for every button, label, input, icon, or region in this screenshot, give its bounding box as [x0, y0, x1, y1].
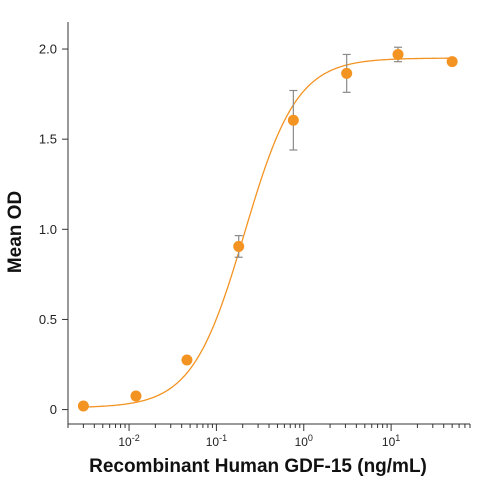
- x-tick-label-3: 101: [382, 433, 400, 449]
- data-point-6: [392, 48, 404, 60]
- fit-curve: [83, 57, 453, 408]
- x-tick-label-0: 10-2: [118, 433, 139, 449]
- x-tick-label-2: 100: [295, 433, 313, 449]
- data-point-2: [181, 354, 193, 366]
- data-point-5: [341, 67, 353, 79]
- data-point-4: [287, 114, 299, 126]
- data-point-7: [446, 56, 458, 68]
- x-axis-title: Recombinant Human GDF-15 (ng/mL): [89, 456, 427, 477]
- y-tick-label-4: 2.0: [39, 42, 57, 57]
- data-point-3: [233, 240, 245, 252]
- error-bars: [234, 46, 403, 258]
- data-point-0: [77, 400, 89, 412]
- plot-area: 0 0.5 1.0 1.5 2.0 10-2 10-1 100 101: [39, 22, 471, 449]
- y-axis-ticks: 0 0.5 1.0 1.5 2.0: [39, 42, 68, 417]
- y-tick-label-1: 0.5: [39, 312, 57, 327]
- y-tick-label-2: 1.0: [39, 222, 57, 237]
- y-axis-title: Mean OD: [5, 191, 26, 273]
- x-axis-ticks: 10-2 10-1 100 101: [67, 424, 471, 449]
- x-tick-label-1: 10-1: [206, 433, 227, 449]
- data-points: [77, 48, 458, 412]
- y-tick-label-3: 1.5: [39, 132, 57, 147]
- data-point-1: [130, 390, 142, 402]
- y-tick-label-0: 0: [50, 402, 57, 417]
